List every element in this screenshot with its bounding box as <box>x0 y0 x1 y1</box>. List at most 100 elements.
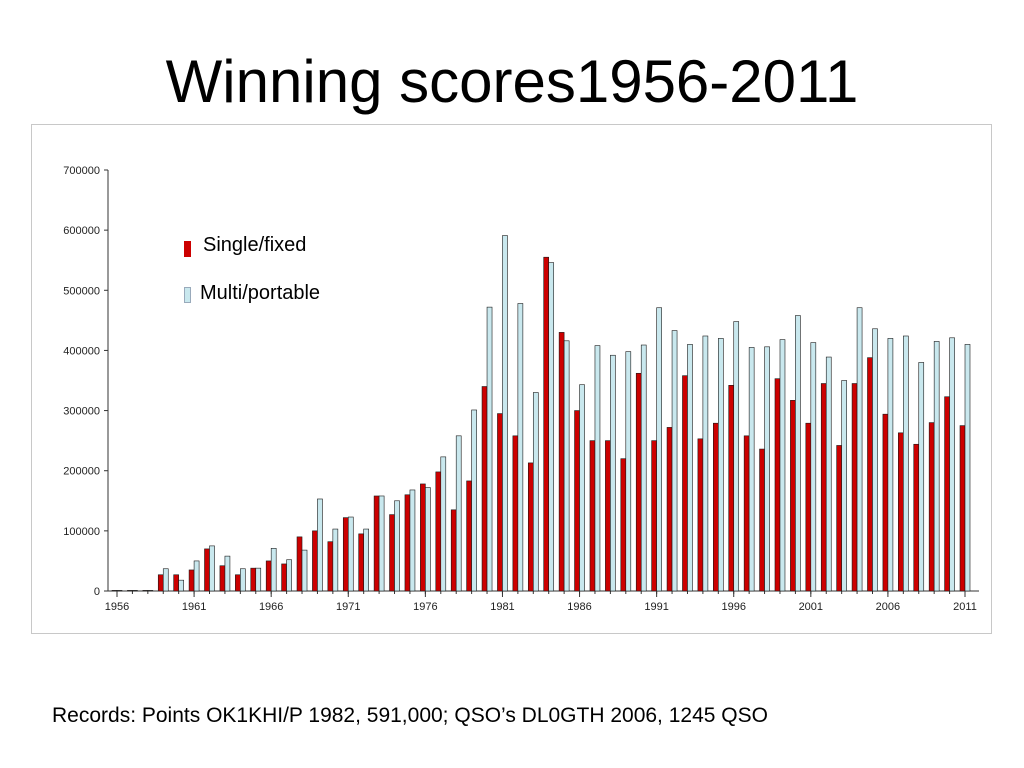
bar-single-1991 <box>651 440 657 592</box>
bar-single-1988 <box>605 440 611 592</box>
bar-multi-1962 <box>209 545 215 592</box>
bar-multi-1979 <box>471 409 477 592</box>
bar-single-1958 <box>142 590 149 592</box>
bar-single-2009 <box>928 422 935 592</box>
x-tick-label: 1961 <box>182 601 206 613</box>
x-tick-label: 1971 <box>336 601 360 613</box>
bar-single-1995 <box>713 422 719 592</box>
bar-multi-1960 <box>178 579 184 592</box>
bar-single-1983 <box>527 462 534 592</box>
bar-single-1993 <box>682 375 688 592</box>
bar-multi-1984 <box>548 262 555 592</box>
x-tick-label: 1956 <box>105 601 129 613</box>
x-tick-label: 2011 <box>953 601 977 613</box>
bar-multi-1972 <box>363 528 369 592</box>
bar-single-2005 <box>867 357 873 592</box>
bar-multi-1966 <box>270 547 277 592</box>
bar-single-1984 <box>543 256 550 592</box>
y-tick-label: 700000 <box>63 165 100 177</box>
bar-single-1986 <box>574 410 580 592</box>
bar-single-1999 <box>774 378 781 592</box>
bar-multi-1999 <box>779 339 786 592</box>
bar-single-1972 <box>358 533 364 592</box>
bar-multi-1995 <box>718 338 724 592</box>
y-tick-label: 300000 <box>63 406 100 418</box>
bar-single-2007 <box>898 432 904 592</box>
bar-multi-2011 <box>964 344 971 592</box>
bar-single-1961 <box>188 569 195 592</box>
bar-multi-1998 <box>764 346 770 592</box>
bar-multi-2005 <box>872 328 878 592</box>
bar-multi-1992 <box>671 330 678 592</box>
x-tick-label: 2001 <box>799 601 823 613</box>
bar-multi-2003 <box>841 380 847 592</box>
bar-single-2010 <box>944 396 950 592</box>
bar-multi-1993 <box>687 344 693 592</box>
bar-multi-1971 <box>347 516 354 592</box>
bar-multi-1968 <box>301 549 308 592</box>
bar-multi-1964 <box>240 568 246 592</box>
y-tick-label: 500000 <box>63 285 100 297</box>
bar-multi-1969 <box>317 498 323 592</box>
bar-single-1975 <box>404 494 411 592</box>
bar-multi-1961 <box>193 560 200 592</box>
bar-single-1990 <box>635 372 642 592</box>
bar-single-2002 <box>820 383 827 592</box>
bar-chart: 0 100000 200000 300000 400000 500000 600000 700… <box>63 165 979 613</box>
bar-multi-1958 <box>147 590 154 592</box>
bar-single-1971 <box>342 517 349 592</box>
bar-multi-1997 <box>748 347 755 592</box>
bar-multi-2006 <box>887 338 894 592</box>
bar-single-1962 <box>204 548 210 592</box>
x-tick-label: 1991 <box>644 601 668 613</box>
bar-single-1959 <box>157 574 164 592</box>
bar-single-1969 <box>312 530 318 592</box>
bar-multi-1957 <box>132 590 138 592</box>
bar-multi-1959 <box>162 568 169 592</box>
bar-multi-2010 <box>949 337 955 592</box>
bar-multi-2001 <box>810 342 817 592</box>
bar-multi-1981 <box>502 235 508 592</box>
y-tick-label: 100000 <box>63 526 100 538</box>
y-tick-label: 600000 <box>63 225 100 237</box>
bar-single-1994 <box>697 438 704 592</box>
bar-single-1980 <box>481 386 488 592</box>
legend-label-multi: Multi/portable <box>200 282 321 304</box>
y-tick-label: 0 <box>94 586 100 598</box>
x-tick-label: 1976 <box>413 601 437 613</box>
y-tick-label: 200000 <box>63 466 100 478</box>
records-caption: Records: Points OK1KHI/P 1982, 591,000; … <box>52 704 768 727</box>
bar-multi-1973 <box>378 495 385 592</box>
legend-swatch-multi <box>184 287 191 303</box>
bar-multi-2002 <box>825 356 832 592</box>
bar-single-1957 <box>127 590 133 592</box>
bar-single-1964 <box>235 574 241 592</box>
y-tick-label: 400000 <box>63 345 100 357</box>
bar-multi-1978 <box>455 435 462 592</box>
bar-single-2004 <box>851 383 858 592</box>
bar-multi-2004 <box>856 307 863 592</box>
x-tick-label: 1981 <box>490 601 514 613</box>
legend-label-single: Single/fixed <box>203 234 307 256</box>
bar-multi-1970 <box>332 528 339 592</box>
bar-single-1974 <box>389 514 395 592</box>
bar-single-1960 <box>173 574 179 592</box>
bar-single-1973 <box>373 495 380 592</box>
x-tick-label: 2006 <box>876 601 900 613</box>
bar-multi-1991 <box>656 307 662 592</box>
bar-multi-1974 <box>394 500 400 592</box>
bar-single-2003 <box>836 445 842 592</box>
bar-multi-1977 <box>440 456 447 592</box>
bar-multi-1986 <box>579 384 585 592</box>
bar-multi-1975 <box>409 489 416 592</box>
bar-multi-1976 <box>425 487 431 592</box>
bar-multi-1996 <box>733 321 740 592</box>
bar-single-2001 <box>805 422 812 592</box>
bar-multi-2007 <box>903 335 909 592</box>
bar-single-1996 <box>728 385 735 592</box>
bar-multi-1967 <box>286 559 292 592</box>
bar-single-1982 <box>512 435 519 592</box>
bar-multi-2009 <box>933 341 940 592</box>
bar-multi-1963 <box>224 555 231 592</box>
x-tick-label: 1996 <box>721 601 745 613</box>
